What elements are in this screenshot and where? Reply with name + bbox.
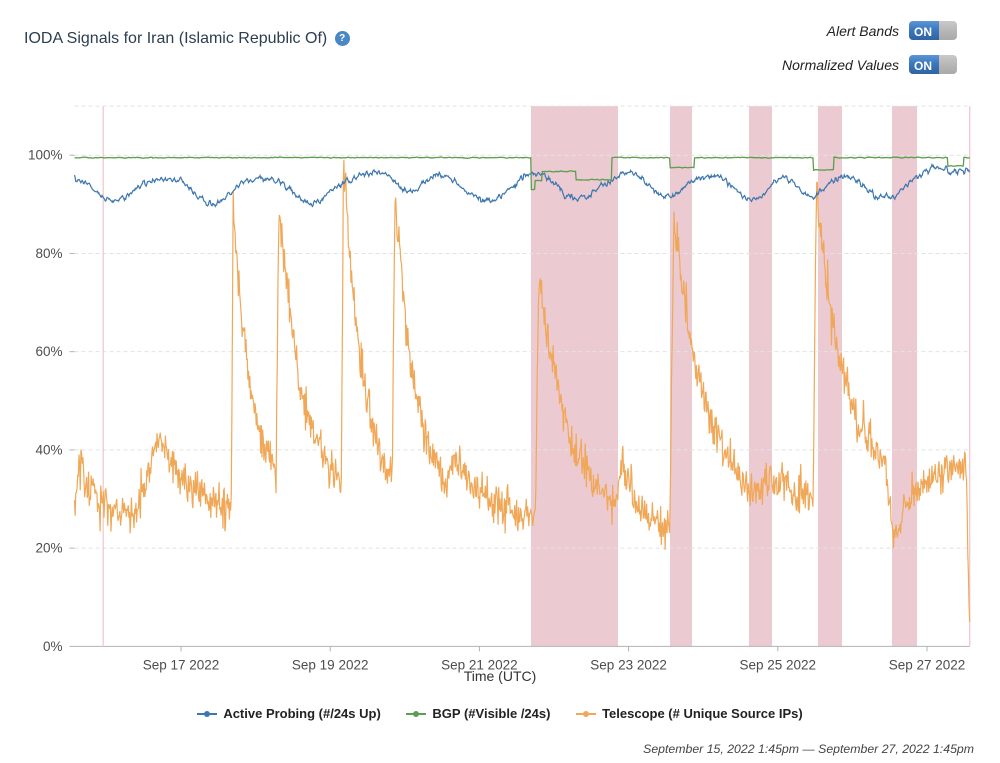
svg-text:60%: 60%: [35, 344, 62, 359]
svg-text:80%: 80%: [35, 246, 62, 261]
svg-text:20%: 20%: [35, 541, 62, 556]
svg-text:0%: 0%: [43, 639, 63, 654]
svg-text:40%: 40%: [35, 442, 62, 457]
svg-text:100%: 100%: [28, 148, 63, 163]
